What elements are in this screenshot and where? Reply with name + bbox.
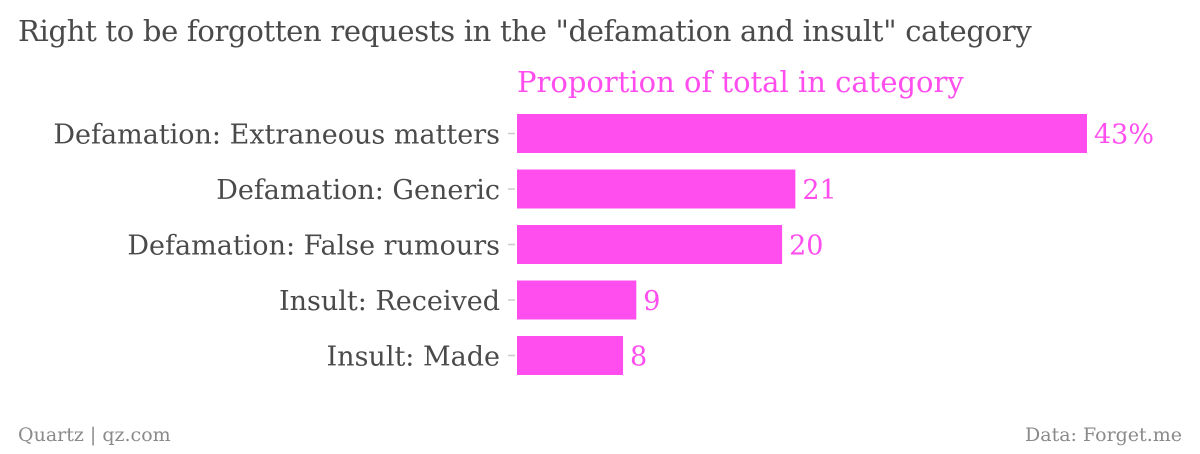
chart-title: Right to be forgotten requests in the "d… [18, 14, 1032, 48]
bar-chart: Proportion of total in category Defamatio… [53, 65, 1154, 375]
bar [517, 280, 637, 320]
value-label: 8 [630, 342, 647, 373]
bar [517, 114, 1087, 153]
category-label: Defamation: Generic [216, 175, 500, 206]
bar [517, 169, 796, 209]
value-label: 21 [802, 175, 836, 206]
category-label: Insult: Made [327, 342, 500, 373]
category-label: Insult: Received [279, 286, 500, 317]
bar [517, 336, 624, 375]
category-label: Defamation: Extraneous matters [53, 120, 500, 151]
footer-source: Data: Forget.me [1025, 424, 1182, 446]
bar [517, 225, 783, 264]
value-label: 43% [1094, 120, 1154, 151]
legend-series-name: Proportion of total in category [517, 65, 964, 99]
value-label: 9 [643, 286, 660, 317]
footer-credit: Quartz | qz.com [18, 424, 171, 446]
value-label: 20 [789, 231, 823, 262]
category-label: Defamation: False rumours [127, 231, 500, 262]
